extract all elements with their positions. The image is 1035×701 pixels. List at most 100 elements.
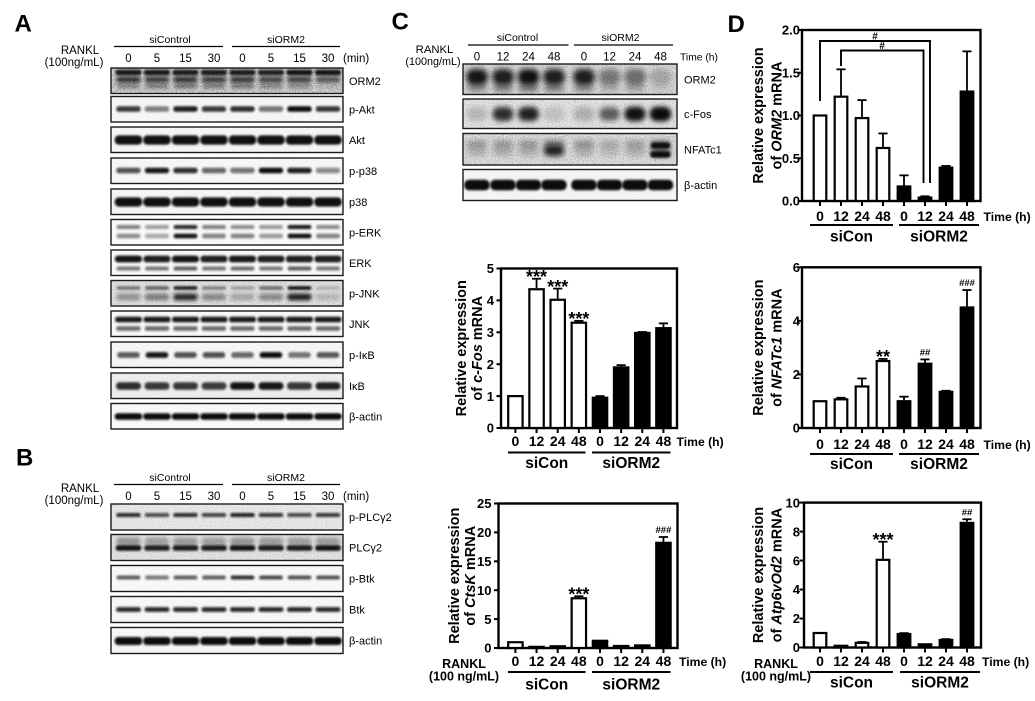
svg-text:Time (h): Time (h) (984, 210, 1031, 224)
svg-text:0: 0 (816, 436, 824, 452)
svg-text:5: 5 (154, 491, 160, 503)
svg-text:20: 20 (477, 525, 491, 540)
svg-text:48: 48 (656, 433, 672, 449)
svg-text:0: 0 (239, 53, 245, 65)
svg-text:Relative expression: Relative expression (751, 507, 767, 643)
svg-text:(100ng/mL): (100ng/mL) (45, 57, 104, 69)
svg-text:NFATc1: NFATc1 (684, 144, 722, 156)
svg-text:siORM2: siORM2 (267, 34, 305, 46)
svg-text:siORM2: siORM2 (910, 456, 968, 473)
svg-text:48: 48 (571, 433, 587, 449)
svg-text:RANKL: RANKL (61, 483, 100, 495)
svg-text:12: 12 (603, 52, 616, 64)
svg-text:ORM2: ORM2 (684, 74, 716, 86)
svg-text:A: A (15, 11, 32, 38)
svg-text:0: 0 (484, 641, 491, 656)
svg-text:Relative expression: Relative expression (751, 47, 767, 183)
svg-text:IκB: IκB (349, 381, 365, 393)
svg-text:48: 48 (654, 52, 667, 64)
svg-text:5: 5 (154, 53, 160, 65)
svg-text:0: 0 (239, 491, 245, 503)
svg-text:24: 24 (550, 653, 566, 669)
svg-text:48: 48 (875, 653, 891, 669)
svg-text:30: 30 (208, 53, 221, 65)
svg-text:siCon: siCon (525, 455, 568, 472)
svg-text:p-IκB: p-IκB (349, 350, 375, 362)
svg-text:siORM2: siORM2 (602, 455, 660, 472)
svg-text:15: 15 (293, 53, 306, 65)
svg-text:2: 2 (793, 367, 800, 382)
svg-text:Btk: Btk (349, 605, 365, 617)
svg-text:0: 0 (596, 433, 604, 449)
svg-text:1.5: 1.5 (782, 65, 800, 80)
svg-text:12: 12 (613, 653, 629, 669)
svg-text:1.0: 1.0 (782, 108, 800, 123)
svg-text:1: 1 (487, 389, 494, 404)
svg-text:siCon: siCon (830, 456, 873, 473)
svg-text:of NFATc1 mRNA: of NFATc1 mRNA (770, 288, 786, 407)
svg-text:siORM2: siORM2 (602, 32, 640, 44)
svg-text:0: 0 (596, 653, 604, 669)
svg-text:5: 5 (484, 612, 491, 627)
svg-text:30: 30 (322, 53, 335, 65)
svg-text:30: 30 (208, 491, 221, 503)
svg-text:0: 0 (816, 208, 824, 224)
svg-text:p-Akt: p-Akt (349, 104, 375, 116)
svg-text:β-actin: β-actin (349, 636, 382, 648)
svg-text:0: 0 (900, 436, 908, 452)
svg-text:24: 24 (550, 433, 566, 449)
svg-text:24: 24 (854, 653, 870, 669)
svg-text:12: 12 (613, 433, 629, 449)
svg-text:0: 0 (581, 52, 587, 64)
svg-text:siORM2: siORM2 (267, 472, 305, 484)
svg-text:15: 15 (477, 554, 491, 569)
svg-text:12: 12 (529, 653, 545, 669)
svg-text:25: 25 (477, 496, 491, 511)
svg-text:siORM2: siORM2 (910, 229, 968, 246)
svg-text:siCon: siCon (830, 229, 873, 246)
svg-text:0: 0 (512, 653, 520, 669)
svg-text:48: 48 (875, 436, 891, 452)
svg-text:siControl: siControl (497, 32, 538, 44)
svg-text:2: 2 (793, 611, 800, 626)
svg-text:siORM2: siORM2 (911, 675, 969, 692)
svg-text:0: 0 (793, 421, 800, 436)
svg-text:10: 10 (786, 495, 800, 510)
svg-text:Relative expression: Relative expression (751, 280, 767, 416)
svg-text:siControl: siControl (149, 34, 190, 46)
svg-text:48: 48 (959, 436, 975, 452)
svg-text:24: 24 (635, 433, 651, 449)
svg-text:12: 12 (833, 208, 849, 224)
svg-text:C: C (392, 9, 409, 36)
svg-text:12: 12 (917, 436, 933, 452)
svg-text:###: ### (959, 278, 976, 289)
svg-text:24: 24 (635, 653, 651, 669)
svg-text:RANKL: RANKL (442, 657, 486, 671)
svg-text:siCon: siCon (525, 677, 568, 694)
svg-text:0: 0 (900, 208, 908, 224)
svg-text:***: *** (872, 530, 893, 550)
svg-text:4: 4 (793, 314, 801, 329)
svg-text:PLCγ2: PLCγ2 (349, 543, 382, 555)
svg-text:p-p38: p-p38 (349, 166, 377, 178)
svg-text:D: D (728, 11, 745, 38)
svg-text:5: 5 (268, 53, 274, 65)
svg-text:of ORM2 mRNA: of ORM2 mRNA (770, 61, 786, 169)
svg-text:p-Btk: p-Btk (349, 574, 375, 586)
svg-text:Time (h): Time (h) (984, 438, 1031, 452)
svg-text:(min): (min) (343, 53, 369, 65)
svg-text:p-JNK: p-JNK (349, 288, 380, 300)
svg-text:48: 48 (656, 653, 672, 669)
svg-text:c-Fos: c-Fos (684, 109, 712, 121)
svg-text:0: 0 (487, 421, 494, 436)
svg-text:***: *** (547, 277, 568, 297)
svg-text:***: *** (526, 267, 547, 287)
svg-text:15: 15 (179, 491, 192, 503)
svg-text:***: *** (568, 585, 589, 605)
svg-text:0: 0 (816, 653, 824, 669)
svg-text:p38: p38 (349, 197, 367, 209)
svg-text:Time (h): Time (h) (679, 655, 726, 669)
svg-text:Relative expression: Relative expression (454, 280, 470, 416)
svg-text:of Atp6vOd2 mRNA: of Atp6vOd2 mRNA (770, 507, 786, 642)
svg-text:Time (h): Time (h) (680, 53, 718, 64)
